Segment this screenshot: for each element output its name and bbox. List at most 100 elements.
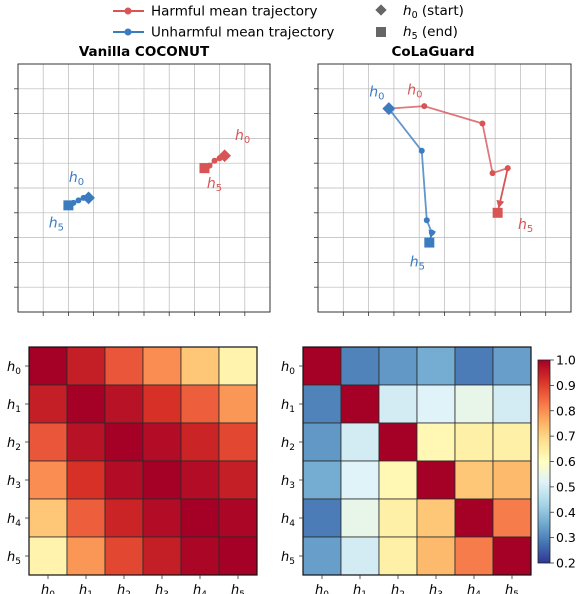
col-label: h0 <box>315 583 329 594</box>
series-unharmful: h0 h5 <box>369 85 437 273</box>
heatmap-cell <box>28 384 68 424</box>
heatmap-cell <box>492 384 532 424</box>
heatmap-cell <box>104 460 144 500</box>
plot-frame <box>17 63 271 313</box>
end-marker <box>199 163 210 174</box>
col-label: h3 <box>429 583 443 594</box>
heatmap-cell <box>302 498 342 538</box>
heatmap-frame <box>302 346 532 576</box>
point-label: h5 <box>49 215 64 233</box>
heatmap-cell <box>66 422 106 462</box>
legend-entry-unharmful: Unharmful mean trajectory <box>113 25 334 41</box>
heatmap-cell <box>416 384 456 424</box>
colorbar-tick-label: 0.4 <box>556 505 576 520</box>
heatmap-cell <box>142 460 182 500</box>
colorbar-tick-label: 0.6 <box>556 454 576 469</box>
heatmap-cell <box>66 384 106 424</box>
heatmap-cell <box>454 346 494 386</box>
heatmap-vanilla: h0 h1 h2 h3 h4 h5 h0 h1 h2 h3 h4 h5 <box>7 346 258 594</box>
heatmap-cell <box>180 498 220 538</box>
trajectory-line <box>388 105 509 213</box>
legend-entry-end: h5 (end) <box>376 24 458 42</box>
grid <box>314 64 571 316</box>
series-harmful: h0 h5 <box>199 128 250 194</box>
col-label: h2 <box>391 583 405 594</box>
point-label: h5 <box>207 176 222 194</box>
heatmap-cell <box>340 422 380 462</box>
row-label: h4 <box>7 512 21 529</box>
heatmap-cell <box>340 498 380 538</box>
legend-end-sub: 5 <box>412 31 418 42</box>
heatmap-cell <box>104 498 144 538</box>
heatmap-cell <box>378 384 418 424</box>
heatmap-cell <box>66 536 106 576</box>
colorbar: 0.2 0.3 0.4 0.5 0.6 0.7 0.8 0.9 1.0 <box>537 353 576 571</box>
end-marker <box>492 207 503 218</box>
point-label: h0 <box>407 83 422 101</box>
trajectory-point <box>75 197 82 204</box>
legend-entry-harmful: Harmful mean trajectory <box>113 4 318 20</box>
col-label: h3 <box>155 583 169 594</box>
heatmap-cell <box>28 498 68 538</box>
square-icon <box>376 27 386 37</box>
heatmap-cell <box>218 498 258 538</box>
legend-end-rest: (end) <box>418 24 458 40</box>
col-label: h0 <box>41 583 55 594</box>
legend-label-harmful: Harmful mean trajectory <box>151 4 318 20</box>
trajectory-point <box>489 170 496 177</box>
colorbar-tick-label: 1.0 <box>556 353 576 368</box>
series-unharmful: h0 h5 <box>49 170 95 233</box>
heatmap-cell <box>454 384 494 424</box>
heatmap-cell <box>28 536 68 576</box>
heatmap-cell <box>454 536 494 576</box>
heatmap-cell <box>378 460 418 500</box>
heatmap-cell <box>142 346 182 386</box>
legend-start-rest: (start) <box>418 3 464 19</box>
start-marker <box>382 102 396 116</box>
point-label: h0 <box>235 128 250 146</box>
heatmap-cell <box>142 422 182 462</box>
heatmap-cell <box>28 422 68 462</box>
heatmap-cell <box>104 346 144 386</box>
row-label: h2 <box>7 436 21 453</box>
heatmap-cell <box>416 536 456 576</box>
trajectory-arrow <box>496 167 509 209</box>
heatmap-cell <box>340 536 380 576</box>
heatmap-cell <box>66 460 106 500</box>
heatmap-cell <box>302 460 342 500</box>
point-label: h0 <box>69 170 84 188</box>
panel-title-vanilla: Vanilla COCONUT <box>79 44 210 60</box>
col-label: h1 <box>79 583 93 594</box>
start-marker <box>82 191 95 205</box>
heatmap-cell <box>492 460 532 500</box>
heatmap-cell <box>180 460 220 500</box>
heatmap-cell <box>142 536 182 576</box>
heatmap-cell <box>492 346 532 386</box>
heatmap-cell <box>416 498 456 538</box>
heatmap-cell <box>378 536 418 576</box>
heatmap-colaguard: h0 h1 h2 h3 h4 h5 h0 h1 h2 h3 h4 h5 <box>281 346 532 594</box>
svg-text:h5 (end): h5 (end) <box>403 24 458 42</box>
heatmap-cell <box>302 536 342 576</box>
row-label: h2 <box>281 436 295 453</box>
heatmap-cell <box>340 346 380 386</box>
trajectory-point <box>421 103 428 110</box>
diamond-icon <box>375 4 387 16</box>
trajectory-point <box>504 165 511 172</box>
point-label: h5 <box>410 255 425 273</box>
legend-entry-start: h0 (start) <box>375 3 464 21</box>
colorbar-tick-label: 0.7 <box>556 429 576 444</box>
colorbar-tick-label: 0.9 <box>556 378 576 393</box>
row-label: h5 <box>281 550 295 567</box>
row-label: h5 <box>7 550 21 567</box>
colorbar-tick-label: 0.8 <box>556 403 576 418</box>
point-label: h5 <box>518 217 533 235</box>
heatmap-cell <box>492 422 532 462</box>
end-marker <box>424 237 435 248</box>
row-label: h0 <box>281 360 295 377</box>
legend-start-sub: 0 <box>412 10 418 21</box>
colorbar-tick-label: 0.5 <box>556 479 576 494</box>
col-label: h4 <box>193 583 207 594</box>
heatmap-cell <box>142 384 182 424</box>
